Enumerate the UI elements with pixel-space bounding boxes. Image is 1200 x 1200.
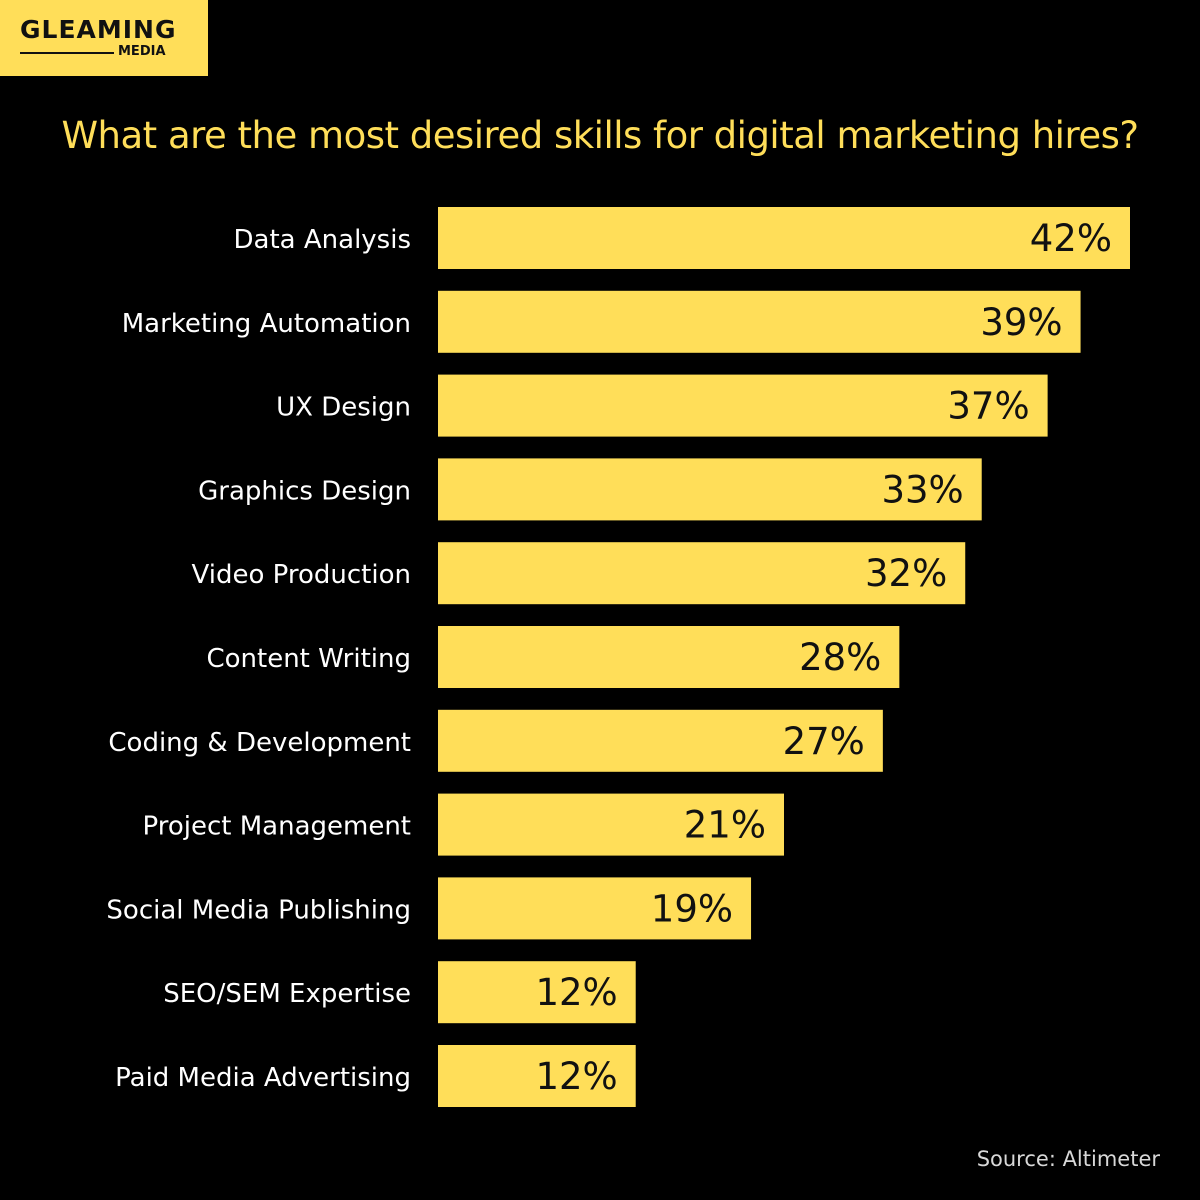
bar-5 [438, 626, 900, 688]
bar-1 [438, 290, 1081, 353]
chart-title: What are the most desired skills for dig… [61, 114, 1139, 157]
logo-wordmark: GLEAMING [20, 15, 177, 44]
category-label: SEO/SEM Expertise [163, 979, 411, 1009]
value-label: 42% [1030, 217, 1112, 260]
bar-10 [438, 1045, 636, 1107]
value-label: 28% [799, 636, 881, 679]
category-label: Content Writing [206, 644, 411, 674]
value-label: 39% [980, 301, 1062, 344]
logo-subtitle: MEDIA [118, 44, 166, 59]
bar-4 [438, 542, 966, 605]
bar-6 [438, 709, 883, 772]
bar-3 [438, 458, 982, 521]
bar-0 [438, 207, 1130, 269]
category-label: Data Analysis [234, 225, 411, 255]
source-note: Source: Altimeter [976, 1147, 1160, 1171]
bar-7 [438, 793, 784, 856]
value-label: 12% [535, 1055, 617, 1098]
category-label: Graphics Design [198, 476, 411, 506]
bar-9 [438, 961, 636, 1024]
category-label: Marketing Automation [122, 309, 411, 339]
logo-rule [20, 52, 114, 54]
category-label: UX Design [276, 393, 411, 423]
value-label: 33% [881, 468, 963, 511]
category-label: Project Management [143, 812, 412, 842]
bar-2 [438, 374, 1048, 437]
brand-logo: GLEAMING MEDIA [0, 0, 208, 76]
value-label: 32% [865, 552, 947, 595]
category-label: Social Media Publishing [106, 895, 411, 925]
category-label: Paid Media Advertising [115, 1063, 411, 1093]
value-label: 37% [947, 385, 1029, 428]
category-label: Coding & Development [108, 728, 411, 758]
value-label: 12% [535, 971, 617, 1014]
bar-8 [438, 877, 752, 940]
value-label: 19% [651, 887, 733, 930]
category-label: Video Production [192, 560, 411, 590]
value-label: 21% [684, 804, 766, 847]
value-label: 27% [783, 720, 865, 763]
